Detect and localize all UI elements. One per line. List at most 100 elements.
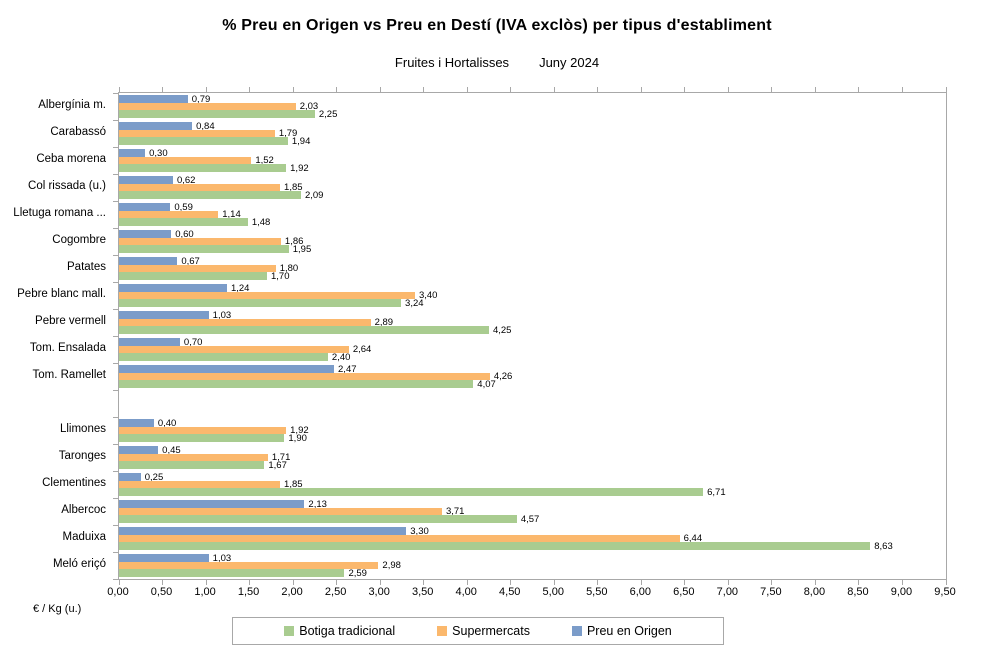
legend-item: Supermercats — [437, 624, 530, 638]
legend-label: Supermercats — [452, 624, 530, 638]
bar-preu-en-origen — [119, 419, 154, 427]
bar-value-label: 1,79 — [278, 128, 298, 139]
bar-value-label: 0,84 — [196, 120, 215, 132]
bar-value-label: 1,94 — [291, 135, 311, 147]
bar-value-label: 0,59 — [174, 201, 193, 213]
bar-preu-en-origen — [119, 284, 227, 292]
y-axis-tick — [113, 362, 118, 364]
y-axis-tick — [113, 254, 118, 256]
bar-supermercats — [119, 102, 296, 111]
y-axis-tick — [113, 389, 118, 391]
x-axis-tick — [640, 87, 642, 92]
bar-botiga-tradicional — [119, 434, 285, 442]
x-axis-tick — [553, 87, 555, 92]
bar-botiga-tradicional — [119, 488, 704, 496]
bar-value-label: 1,95 — [292, 243, 312, 255]
bar-supermercats — [119, 453, 268, 462]
bar-value-label: 1,85 — [284, 479, 303, 490]
bar-value-label: 2,13 — [308, 498, 327, 510]
x-axis-tick — [423, 87, 425, 92]
y-axis-tick — [113, 443, 118, 445]
bar-value-label: 3,40 — [418, 290, 438, 301]
x-axis-tick — [466, 580, 468, 585]
x-axis-tick — [597, 87, 599, 92]
bar-preu-en-origen — [119, 230, 172, 238]
x-tick-label: 0,00 — [107, 586, 129, 598]
x-axis-tick — [858, 87, 860, 92]
category-label: Ceba morena — [36, 153, 106, 165]
category-label: Albercoc — [61, 504, 106, 516]
x-axis-tick — [336, 580, 338, 585]
bar-value-label: 4,25 — [492, 324, 512, 336]
bar-botiga-tradicional — [119, 137, 288, 145]
bar-botiga-tradicional — [119, 191, 301, 199]
category-label: Lletuga romana ... — [13, 207, 106, 219]
x-tick-label: 1,00 — [194, 586, 216, 598]
x-tick-label: 0,50 — [150, 586, 173, 598]
bar-preu-en-origen — [119, 203, 171, 211]
x-tick-label: 1,50 — [237, 586, 260, 598]
bar-value-label: 2,03 — [299, 101, 319, 112]
bar-supermercats — [119, 561, 379, 570]
bar-value-label: 1,48 — [251, 216, 271, 228]
x-axis-tick — [292, 580, 294, 585]
bar-value-label: 0,45 — [162, 444, 181, 456]
bar-botiga-tradicional — [119, 326, 489, 334]
bar-botiga-tradicional — [119, 542, 871, 550]
bar-preu-en-origen — [119, 527, 407, 535]
bar-preu-en-origen — [119, 149, 146, 157]
x-axis-tick — [814, 580, 816, 585]
x-axis-tick — [901, 87, 903, 92]
bar-supermercats — [119, 291, 415, 300]
bar-value-label: 1,90 — [288, 432, 307, 444]
bar-botiga-tradicional — [119, 569, 345, 577]
bar-supermercats — [119, 318, 371, 327]
legend-swatch — [437, 626, 448, 636]
bar-value-label: 3,71 — [445, 506, 465, 517]
x-tick-label: 6,00 — [629, 586, 652, 598]
bar-value-label: 1,71 — [271, 452, 291, 463]
y-axis-tick — [113, 92, 118, 94]
x-axis-tick — [118, 87, 120, 92]
category-labels: Albergínia m. Carabassó Ceba morena Col ris… — [0, 92, 112, 578]
category-label: Carabassó — [50, 126, 106, 138]
x-tick-label: 5,50 — [586, 586, 608, 598]
bar-preu-en-origen — [119, 446, 159, 454]
bar-botiga-tradicional — [119, 353, 328, 361]
bar-value-label: 1,03 — [212, 552, 232, 564]
x-axis-tick — [379, 87, 381, 92]
chart-title: % Preu en Origen vs Preu en Destí (IVA e… — [222, 17, 772, 34]
bar-value-label: 6,71 — [707, 486, 726, 498]
x-axis-tick — [336, 87, 338, 92]
x-axis-tick — [249, 87, 251, 92]
y-axis-tick — [113, 200, 118, 202]
x-tick-label: 2,50 — [324, 586, 347, 598]
x-tick-label: 3,50 — [411, 586, 434, 598]
category-label: Pebre blanc mall. — [17, 288, 106, 300]
y-axis-tick — [113, 524, 118, 526]
y-axis-tick — [113, 551, 118, 553]
bar-botiga-tradicional — [119, 245, 289, 253]
bar-value-label: 2,25 — [318, 108, 338, 120]
bar-value-label: 2,89 — [374, 317, 394, 328]
x-axis-tick — [684, 580, 686, 585]
y-axis-tick — [113, 335, 118, 337]
x-axis-tick — [118, 580, 120, 585]
x-tick-label: 5,00 — [542, 586, 564, 598]
category-label: Tom. Ensalada — [29, 342, 106, 354]
bar-value-label: 2,09 — [304, 189, 324, 201]
bar-supermercats — [119, 237, 281, 246]
bar-value-label: 1,70 — [270, 270, 290, 282]
bar-value-label: 0,60 — [175, 228, 194, 240]
x-tick-label: 7,50 — [760, 586, 782, 598]
category-label: Clementines — [42, 477, 106, 489]
x-axis-tick — [249, 580, 251, 585]
bar-value-label: 0,40 — [157, 417, 177, 429]
bar-value-label: 2,40 — [331, 351, 351, 363]
bar-value-label: 6,44 — [683, 533, 703, 544]
y-axis-tick — [113, 470, 118, 472]
bar-preu-en-origen — [119, 365, 335, 373]
x-axis-tick — [205, 580, 207, 585]
x-axis-tick — [684, 87, 686, 92]
